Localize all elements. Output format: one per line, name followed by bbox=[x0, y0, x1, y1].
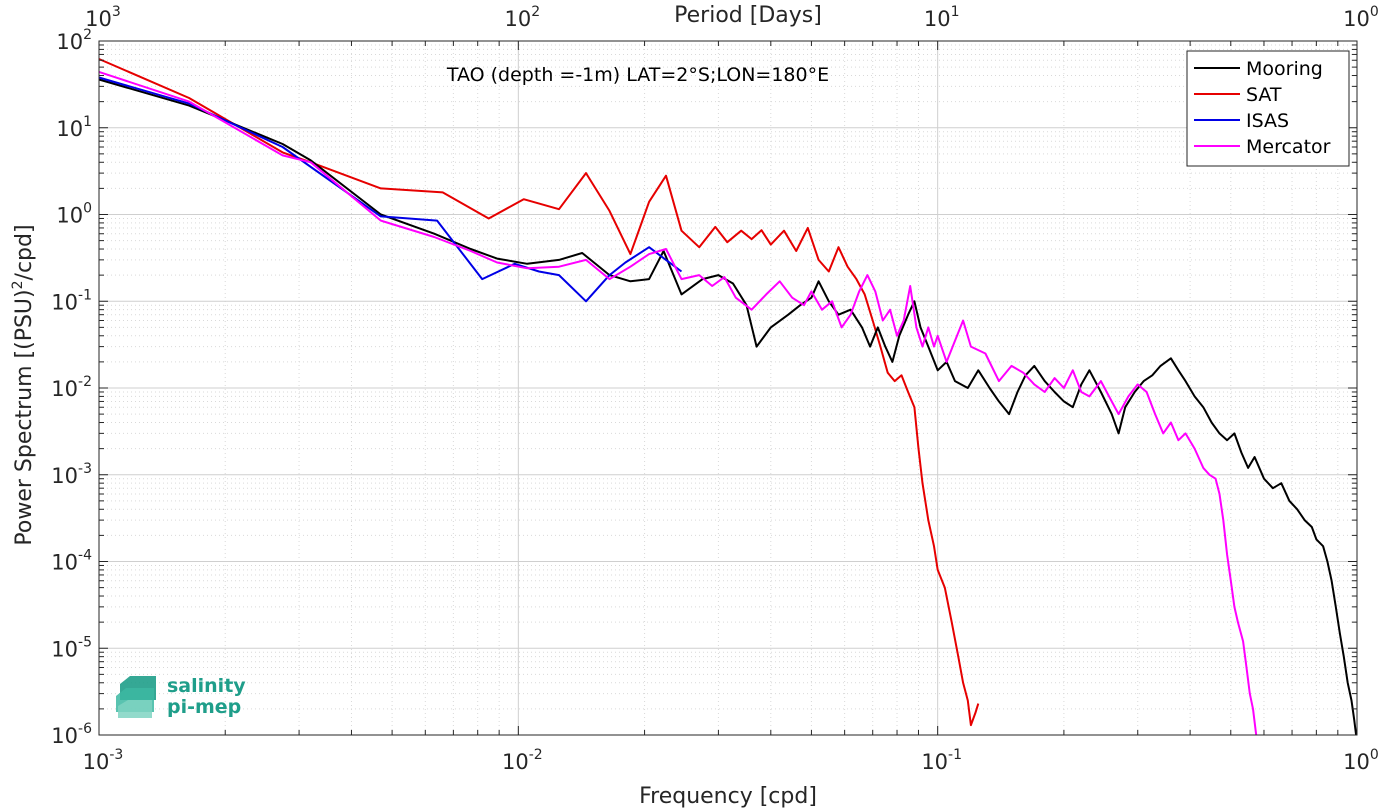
x-tick-label-exp: -2 bbox=[529, 747, 543, 763]
x-tick-label: 100 bbox=[1343, 747, 1379, 774]
ticks-layer bbox=[98, 40, 1358, 736]
logo-text-salinity: salinity bbox=[167, 675, 246, 697]
y-tick-label: 101 bbox=[56, 114, 92, 141]
series-layer bbox=[98, 58, 1358, 736]
grid-minor bbox=[99, 41, 1357, 735]
y-tick-label: 10-1 bbox=[51, 287, 92, 314]
y-tick-label-exp: 2 bbox=[83, 27, 92, 43]
y-tick-label: 10-5 bbox=[51, 634, 92, 661]
x2-tick-label: 103 bbox=[85, 4, 121, 31]
x-tick-label-base: 10 bbox=[1343, 750, 1370, 774]
x-tick-label-base: 10 bbox=[502, 750, 529, 774]
x-tick-label: 10-1 bbox=[921, 747, 962, 774]
y-tick-label: 10-6 bbox=[51, 721, 92, 748]
y-tick-label: 10-3 bbox=[51, 461, 92, 488]
x-tick-label-exp: -1 bbox=[948, 747, 962, 763]
legend-items: Mooring SAT ISAS Mercator bbox=[1194, 58, 1331, 158]
x2-tick-label-base: 10 bbox=[924, 7, 951, 31]
y-tick-label-exp: -2 bbox=[78, 374, 92, 390]
y-tick-label-base: 10 bbox=[51, 377, 78, 401]
logo-mark-icon bbox=[116, 676, 156, 718]
y-axis-title-tail: /cpd] bbox=[12, 224, 37, 280]
series-line-isas bbox=[98, 76, 683, 303]
x2-axis-title: Period [Days] bbox=[674, 3, 822, 28]
y-tick-label-base: 10 bbox=[51, 464, 78, 488]
x2-tick-label-base: 10 bbox=[85, 7, 112, 31]
y-tick-label-exp: 1 bbox=[83, 114, 92, 130]
x2-tick-label: 101 bbox=[924, 4, 960, 31]
series-line-sat bbox=[98, 58, 980, 727]
legend-label-mooring: Mooring bbox=[1246, 58, 1323, 80]
y-tick-label: 10-4 bbox=[51, 548, 92, 575]
salinity-pi-mep-logo: salinity pi-mep bbox=[116, 675, 246, 718]
y-tick-label-base: 10 bbox=[51, 724, 78, 748]
x2-tick-label-base: 10 bbox=[505, 7, 532, 31]
x-tick-label: 10-2 bbox=[502, 747, 543, 774]
y-tick-label-base: 10 bbox=[51, 637, 78, 661]
y-tick-label-base: 10 bbox=[56, 117, 83, 141]
x2-tick-label-exp: 2 bbox=[531, 4, 540, 20]
y-axis-title: Power Spectrum [(PSU)2/cpd] bbox=[10, 224, 37, 545]
y-tick-label-exp: 0 bbox=[83, 201, 92, 217]
legend-label-sat: SAT bbox=[1246, 84, 1282, 106]
logo-text-pimep: pi-mep bbox=[167, 696, 241, 718]
y-tick-label-base: 10 bbox=[51, 551, 78, 575]
y-axis-title-main: Power Spectrum [(PSU) bbox=[12, 289, 37, 545]
x-tick-label-base: 10 bbox=[921, 750, 948, 774]
y-tick-label: 10-2 bbox=[51, 374, 92, 401]
y-tick-label-exp: -5 bbox=[78, 634, 92, 650]
y-tick-label-exp: -1 bbox=[78, 287, 92, 303]
x-axis-title: Frequency [cpd] bbox=[639, 784, 817, 809]
x2-tick-label-base: 10 bbox=[1343, 7, 1370, 31]
y-tick-label-base: 10 bbox=[56, 30, 83, 54]
y-axis-title-sup: 2 bbox=[10, 280, 26, 289]
x2-tick-label-exp: 1 bbox=[951, 4, 960, 20]
y-tick-label-exp: -6 bbox=[78, 721, 92, 737]
x-tick-label-exp: 0 bbox=[1370, 747, 1379, 763]
x-tick-label: 10-3 bbox=[83, 747, 124, 774]
plot-title: TAO (depth =-1m) LAT=2°S;LON=180°E bbox=[446, 64, 829, 86]
x2-tick-label-exp: 3 bbox=[112, 4, 121, 20]
x-tick-label-exp: -3 bbox=[109, 747, 123, 763]
x-tick-label-base: 10 bbox=[83, 750, 110, 774]
series-line-mooring bbox=[98, 78, 1358, 736]
legend-label-isas: ISAS bbox=[1246, 110, 1289, 132]
y-tick-label-base: 10 bbox=[56, 204, 83, 228]
x2-tick-label-exp: 0 bbox=[1370, 4, 1379, 20]
series-line-mercator bbox=[98, 70, 1258, 736]
y-tick-label: 100 bbox=[56, 201, 92, 228]
x2-tick-label: 100 bbox=[1343, 4, 1379, 31]
y-tick-label-exp: -3 bbox=[78, 461, 92, 477]
legend: Mooring SAT ISAS Mercator bbox=[1186, 50, 1350, 167]
y-tick-label-exp: -4 bbox=[78, 548, 92, 564]
x2-tick-label: 102 bbox=[505, 4, 541, 31]
y-tick-label-base: 10 bbox=[51, 290, 78, 314]
y-tick-label: 102 bbox=[56, 27, 92, 54]
legend-label-mercator: Mercator bbox=[1246, 136, 1331, 158]
